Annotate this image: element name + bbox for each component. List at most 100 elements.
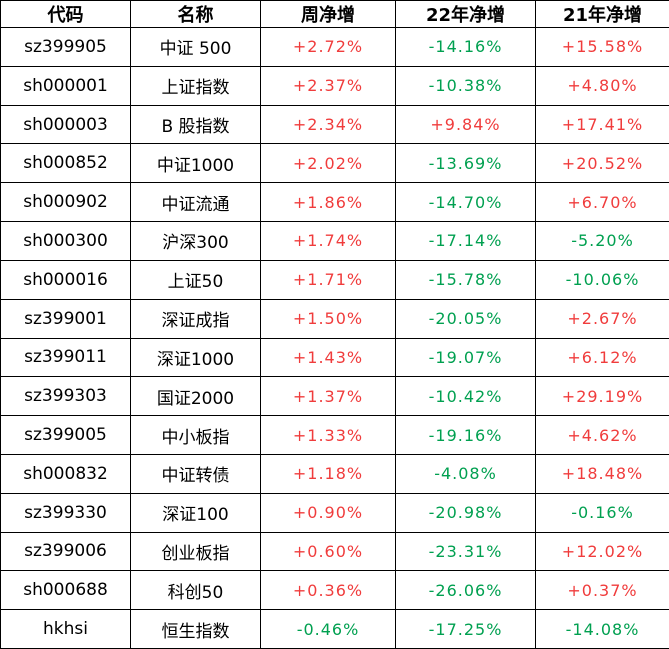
table-row: sh000003 B 股指数 +2.34% +9.84% +17.41% xyxy=(0,104,669,145)
name-cell: 深证1000 xyxy=(130,337,261,378)
change-2022-cell: -14.70% xyxy=(395,182,536,223)
name-cell: 恒生指数 xyxy=(130,609,261,649)
week-change-cell: +1.86% xyxy=(260,182,396,223)
change-2021-cell: +6.12% xyxy=(535,337,669,378)
change-2022-cell: -17.14% xyxy=(395,221,536,261)
change-2022-cell: -15.78% xyxy=(395,259,536,300)
change-2021-cell: +0.37% xyxy=(535,570,669,611)
name-cell: 深证成指 xyxy=(130,298,261,339)
table-row: sz399001 深证成指 +1.50% -20.05% +2.67% xyxy=(0,298,669,339)
change-2021-cell: +20.52% xyxy=(535,143,669,184)
code-cell: sh000300 xyxy=(0,221,131,261)
change-2022-cell: +9.84% xyxy=(395,104,536,145)
code-cell: sh000902 xyxy=(0,182,131,223)
table-row: sh000300 沪深300 +1.74% -17.14% -5.20% xyxy=(0,221,669,261)
table-row: sh000852 中证1000 +2.02% -13.69% +20.52% xyxy=(0,143,669,184)
name-cell: 国证2000 xyxy=(130,376,261,417)
change-2022-cell: -14.16% xyxy=(395,27,536,67)
code-cell: sz399006 xyxy=(0,531,131,572)
table-row: sz399006 创业板指 +0.60% -23.31% +12.02% xyxy=(0,531,669,572)
table-row: hkhsi 恒生指数 -0.46% -17.25% -14.08% xyxy=(0,609,669,649)
change-2022-cell: -20.98% xyxy=(395,492,536,533)
code-cell: sz399303 xyxy=(0,376,131,417)
change-2022-cell: -23.31% xyxy=(395,531,536,572)
week-change-cell: +1.74% xyxy=(260,221,396,261)
name-cell: B 股指数 xyxy=(130,104,261,145)
change-2021-cell: +18.48% xyxy=(535,453,669,494)
col-header-code: 代码 xyxy=(0,0,131,28)
name-cell: 创业板指 xyxy=(130,531,261,572)
change-2021-cell: +4.80% xyxy=(535,65,669,106)
change-2021-cell: +15.58% xyxy=(535,27,669,67)
week-change-cell: -0.46% xyxy=(260,609,396,649)
col-header-2021-change: 21年净增 xyxy=(535,0,669,28)
change-2021-cell: -5.20% xyxy=(535,221,669,261)
table-row: sz399905 中证 500 +2.72% -14.16% +15.58% xyxy=(0,27,669,67)
table-row: sz399303 国证2000 +1.37% -10.42% +29.19% xyxy=(0,376,669,417)
code-cell: hkhsi xyxy=(0,609,131,649)
change-2022-cell: -13.69% xyxy=(395,143,536,184)
col-header-week-change: 周净增 xyxy=(260,0,396,28)
name-cell: 中证1000 xyxy=(130,143,261,184)
code-cell: sz399330 xyxy=(0,492,131,533)
week-change-cell: +2.37% xyxy=(260,65,396,106)
week-change-cell: +0.60% xyxy=(260,531,396,572)
change-2022-cell: -26.06% xyxy=(395,570,536,611)
change-2022-cell: -4.08% xyxy=(395,453,536,494)
name-cell: 上证指数 xyxy=(130,65,261,106)
header-row: 代码 名称 周净增 22年净增 21年净增 xyxy=(0,0,669,28)
change-2021-cell: +6.70% xyxy=(535,182,669,223)
week-change-cell: +1.50% xyxy=(260,298,396,339)
table-row: sh000832 中证转债 +1.18% -4.08% +18.48% xyxy=(0,453,669,494)
change-2021-cell: +2.67% xyxy=(535,298,669,339)
col-header-2022-change: 22年净增 xyxy=(395,0,536,28)
name-cell: 中证 500 xyxy=(130,27,261,67)
week-change-cell: +1.37% xyxy=(260,376,396,417)
week-change-cell: +1.18% xyxy=(260,453,396,494)
week-change-cell: +1.43% xyxy=(260,337,396,378)
change-2022-cell: -19.07% xyxy=(395,337,536,378)
change-2021-cell: -14.08% xyxy=(535,609,669,649)
code-cell: sz399001 xyxy=(0,298,131,339)
code-cell: sh000001 xyxy=(0,65,131,106)
name-cell: 科创50 xyxy=(130,570,261,611)
week-change-cell: +0.36% xyxy=(260,570,396,611)
name-cell: 上证50 xyxy=(130,259,261,300)
week-change-cell: +1.33% xyxy=(260,415,396,455)
table-row: sz399330 深证100 +0.90% -20.98% -0.16% xyxy=(0,492,669,533)
change-2021-cell: +29.19% xyxy=(535,376,669,417)
table-row: sz399011 深证1000 +1.43% -19.07% +6.12% xyxy=(0,337,669,378)
code-cell: sh000852 xyxy=(0,143,131,184)
table-row: sh000688 科创50 +0.36% -26.06% +0.37% xyxy=(0,570,669,611)
name-cell: 中小板指 xyxy=(130,415,261,455)
week-change-cell: +2.34% xyxy=(260,104,396,145)
code-cell: sz399005 xyxy=(0,415,131,455)
change-2021-cell: +4.62% xyxy=(535,415,669,455)
table-row: sh000902 中证流通 +1.86% -14.70% +6.70% xyxy=(0,182,669,223)
table-row: sz399005 中小板指 +1.33% -19.16% +4.62% xyxy=(0,415,669,455)
code-cell: sh000003 xyxy=(0,104,131,145)
name-cell: 深证100 xyxy=(130,492,261,533)
change-2022-cell: -19.16% xyxy=(395,415,536,455)
change-2022-cell: -10.42% xyxy=(395,376,536,417)
change-2021-cell: +12.02% xyxy=(535,531,669,572)
change-2022-cell: -10.38% xyxy=(395,65,536,106)
code-cell: sz399905 xyxy=(0,27,131,67)
name-cell: 中证流通 xyxy=(130,182,261,223)
code-cell: sh000832 xyxy=(0,453,131,494)
table-row: sh000001 上证指数 +2.37% -10.38% +4.80% xyxy=(0,65,669,106)
week-change-cell: +1.71% xyxy=(260,259,396,300)
change-2022-cell: -20.05% xyxy=(395,298,536,339)
week-change-cell: +2.72% xyxy=(260,27,396,67)
code-cell: sz399011 xyxy=(0,337,131,378)
change-2021-cell: -10.06% xyxy=(535,259,669,300)
change-2021-cell: +17.41% xyxy=(535,104,669,145)
week-change-cell: +2.02% xyxy=(260,143,396,184)
table-row: sh000016 上证50 +1.71% -15.78% -10.06% xyxy=(0,259,669,300)
code-cell: sh000688 xyxy=(0,570,131,611)
change-2021-cell: -0.16% xyxy=(535,492,669,533)
change-2022-cell: -17.25% xyxy=(395,609,536,649)
code-cell: sh000016 xyxy=(0,259,131,300)
week-change-cell: +0.90% xyxy=(260,492,396,533)
